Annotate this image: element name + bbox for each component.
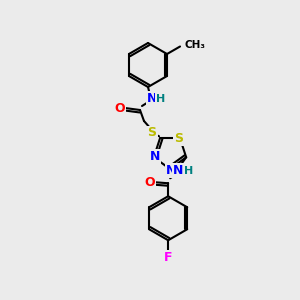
Text: H: H	[156, 94, 166, 104]
Text: O: O	[115, 101, 125, 115]
Text: S: S	[148, 127, 157, 140]
Text: S: S	[175, 132, 184, 145]
Text: N: N	[166, 164, 176, 176]
Text: F: F	[164, 251, 172, 264]
Text: O: O	[145, 176, 155, 189]
Text: N: N	[173, 164, 183, 177]
Text: N: N	[150, 150, 160, 163]
Text: N: N	[147, 92, 157, 104]
Text: CH₃: CH₃	[184, 40, 205, 50]
Text: H: H	[184, 166, 193, 176]
